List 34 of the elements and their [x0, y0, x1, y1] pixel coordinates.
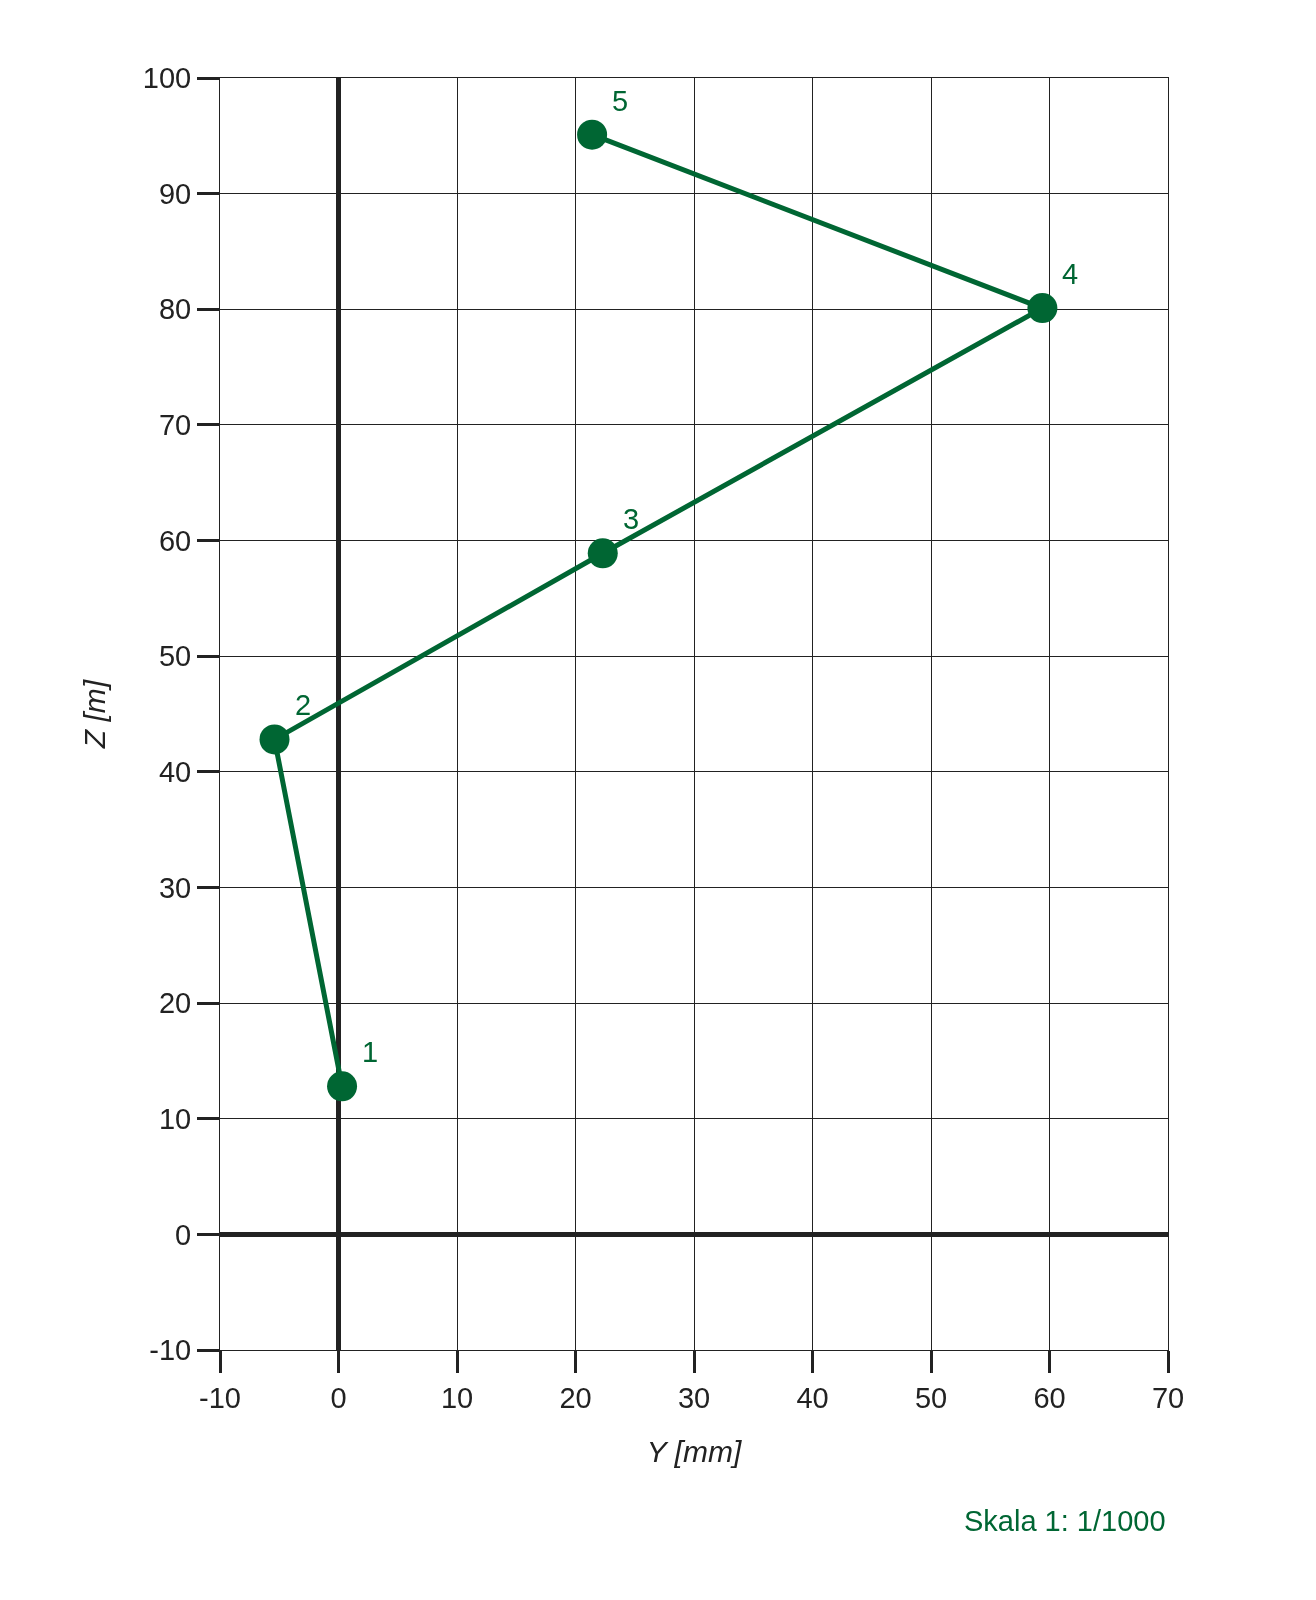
y-tick-label: 80: [158, 293, 192, 326]
x-tick-label: 10: [440, 1381, 474, 1414]
y-tick-label: 10: [158, 1102, 192, 1135]
x-tick-label: 70: [1151, 1381, 1185, 1414]
point: [327, 1071, 358, 1102]
point: [587, 538, 618, 569]
annotation: 3: [623, 503, 640, 535]
y-tick-label: 100: [142, 62, 192, 95]
annotation: 5: [612, 85, 629, 117]
y-tick-label: 90: [158, 177, 192, 210]
y-tick-label: -10: [149, 1334, 192, 1367]
x-tick-label: 60: [1033, 1381, 1066, 1414]
x-axis-title: Y [mm]: [646, 1435, 742, 1469]
x-tick-label: 30: [677, 1381, 711, 1414]
point: [577, 119, 608, 150]
y-tick-label: 40: [158, 755, 192, 788]
annotation: 4: [1062, 258, 1079, 290]
y-tick-label: 60: [158, 524, 192, 557]
y-axis-title: Z [m]: [77, 679, 111, 750]
y-tick-label: 20: [158, 987, 192, 1020]
point: [1027, 293, 1058, 324]
point: [259, 724, 290, 755]
text: Skala 1: 1/1000: [964, 1505, 1166, 1537]
x-tick-label: -10: [199, 1381, 241, 1414]
y-tick-label: 50: [158, 640, 192, 673]
x-tick-label: 20: [559, 1381, 592, 1414]
y-tick-label: 0: [175, 1218, 192, 1251]
y-tick-label: 30: [158, 871, 192, 904]
annotation: 2: [295, 689, 312, 721]
x-tick-label: 40: [796, 1381, 829, 1414]
x-tick-label: 0: [330, 1381, 347, 1414]
y-tick-label: 70: [158, 409, 192, 442]
annotation: 1: [362, 1036, 379, 1068]
x-tick-label: 50: [914, 1381, 948, 1414]
